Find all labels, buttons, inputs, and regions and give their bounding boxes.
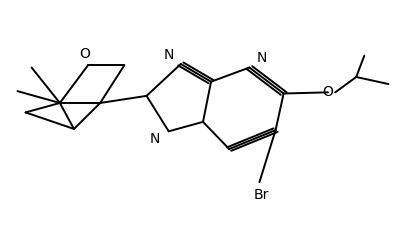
Text: Br: Br xyxy=(253,188,269,202)
Text: O: O xyxy=(322,85,333,99)
Text: N: N xyxy=(256,51,266,65)
Text: N: N xyxy=(163,48,173,62)
Text: O: O xyxy=(79,47,90,61)
Text: N: N xyxy=(149,132,160,147)
